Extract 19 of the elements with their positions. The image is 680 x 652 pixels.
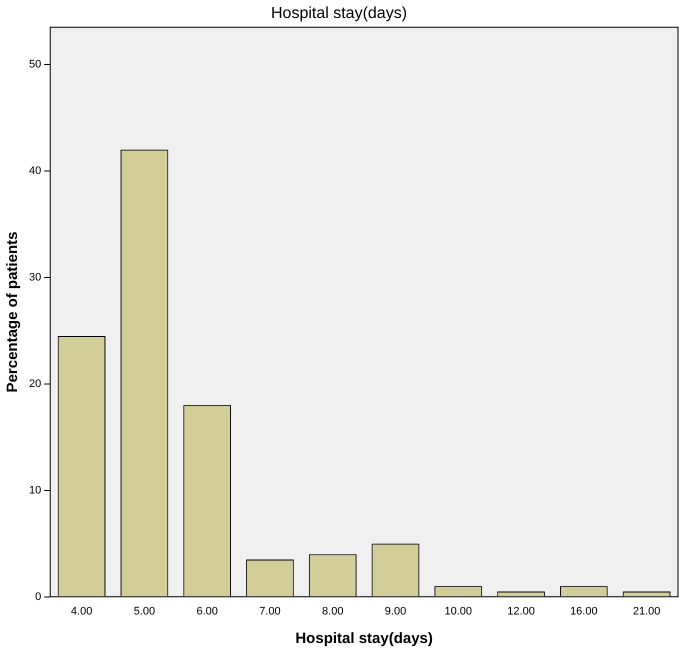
y-tick-label: 40 (28, 164, 42, 177)
y-tick-label: 30 (28, 271, 42, 284)
x-tick-label: 16.00 (570, 605, 598, 618)
chart-title: Hospital stay(days) (270, 5, 408, 22)
x-axis-title: Hospital stay(days) (295, 630, 433, 648)
x-tick-label: 4.00 (70, 605, 92, 618)
y-axis-title: Percentage of patients (4, 232, 22, 392)
x-tick-label: 7.00 (259, 605, 281, 618)
y-tick-label: 50 (28, 58, 42, 70)
x-tick-label: 12.00 (507, 605, 535, 618)
y-tick-label: 0 (35, 590, 42, 603)
y-tick-label: 10 (28, 484, 42, 496)
x-tick-label: 6.00 (196, 605, 218, 618)
x-tick-label: 8.00 (322, 605, 344, 618)
x-tick-label: 9.00 (384, 605, 406, 618)
x-tick-label: 5.00 (134, 605, 156, 618)
x-tick-label: 10.00 (444, 605, 472, 618)
x-tick-label: 21.00 (632, 605, 660, 618)
y-tick-label: 20 (28, 378, 42, 390)
